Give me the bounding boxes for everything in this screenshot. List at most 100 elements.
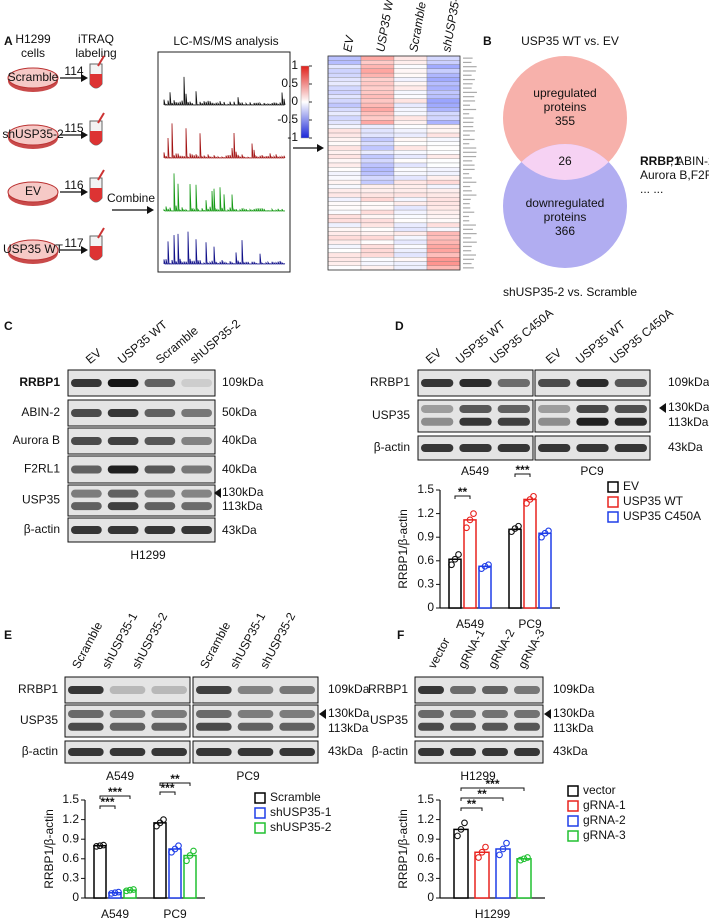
heatmap-cell [426, 77, 461, 82]
heatmap-cell [327, 184, 362, 189]
labeling-label: iTRAQ [78, 32, 114, 46]
heatmap-cell [393, 68, 428, 74]
row-label: RRBP1 [18, 682, 58, 696]
heatmap-cell [393, 252, 428, 258]
heatmap-cell [393, 90, 428, 95]
heatmap-cell [393, 231, 428, 236]
band [514, 748, 540, 756]
band [181, 409, 212, 417]
band [144, 409, 176, 417]
y-tick-label: 0.6 [62, 851, 79, 865]
band [71, 437, 102, 445]
heatmap-cell [426, 132, 461, 138]
heatmap-cell [327, 205, 362, 211]
lane-label: gRNA-3 [515, 626, 548, 671]
legend-swatch [254, 792, 266, 804]
data-point [100, 841, 107, 849]
heatmap-cell [360, 145, 395, 151]
band [279, 722, 315, 731]
hit-highlight: RRBP1 [640, 154, 681, 168]
color-scale-label: 0.5 [281, 76, 298, 90]
heatmap-cell [360, 252, 395, 258]
heatmap-cell [426, 231, 461, 236]
data-point [499, 845, 507, 853]
legend-swatch [567, 815, 579, 827]
heatmap-cell [360, 132, 395, 138]
heatmap-cell [393, 154, 428, 159]
row-label: β-actin [372, 744, 408, 758]
band [482, 748, 508, 756]
data-point [160, 816, 167, 823]
legend-label: vector [583, 783, 616, 797]
heatmap-cell [393, 64, 428, 69]
data-point [485, 561, 492, 569]
heatmap-cell [393, 205, 428, 211]
heatmap-cell [327, 64, 362, 69]
heatmap-cell [360, 261, 395, 266]
band [576, 404, 609, 413]
heatmap-cell [393, 175, 428, 181]
heatmap-cell [426, 244, 461, 249]
heatmap-cell [426, 179, 461, 185]
ms-title: LC-MS/MS analysis [173, 34, 278, 48]
heatmap-cell [393, 128, 428, 134]
heatmap-cell [360, 248, 395, 254]
heatmap-cell [360, 222, 395, 228]
size-label: 40kDa [222, 462, 257, 476]
heatmap-cell [360, 111, 395, 117]
data-point [470, 510, 477, 517]
heatmap-cell [360, 150, 395, 155]
heatmap-cell [360, 214, 395, 219]
heatmap-cell [327, 257, 362, 262]
heatmap-cell [327, 209, 362, 215]
row-label: β-actin [24, 522, 60, 536]
row-label: USP35 [372, 408, 410, 422]
band [68, 748, 104, 756]
tube-liquid [90, 131, 102, 145]
significance-bracket [514, 473, 531, 477]
significance-bracket [454, 495, 471, 499]
band [107, 489, 139, 498]
dish-top [7, 239, 59, 261]
heatmap-cell [327, 137, 362, 142]
band [614, 444, 647, 452]
data-point [481, 562, 489, 570]
data-point [115, 888, 122, 896]
heatmap-cell [393, 179, 428, 185]
cell-line-label: A549 [461, 464, 489, 478]
heatmap-cell [426, 107, 461, 112]
heatmap-cell [393, 132, 428, 138]
heatmap-cell [426, 90, 461, 95]
color-scale-label: -0.5 [277, 112, 298, 126]
band [450, 686, 476, 694]
band [497, 404, 530, 413]
heatmap-cell [426, 257, 461, 262]
band [497, 417, 530, 426]
heatmap-cell [360, 64, 395, 69]
y-tick-label: 0.9 [417, 831, 434, 845]
arrow-head [147, 206, 154, 214]
legend-label: gRNA-1 [583, 798, 626, 812]
heatmap-cell [327, 98, 362, 104]
band [71, 526, 102, 534]
data-point [183, 857, 190, 865]
significance-bracket [159, 782, 191, 786]
y-tick-label: 0 [427, 600, 434, 614]
heatmap-cell [360, 171, 395, 176]
size-label: 130kDa [328, 706, 370, 720]
data-point [461, 819, 468, 827]
data-point [111, 889, 119, 897]
data-point [123, 887, 130, 895]
band [514, 686, 540, 694]
band [151, 748, 187, 756]
legend-swatch [567, 830, 579, 842]
heatmap-cell [426, 94, 461, 99]
data-point [96, 842, 104, 850]
band [107, 465, 139, 474]
band [538, 379, 571, 387]
size-label: 43kDa [328, 744, 363, 758]
band [482, 686, 508, 694]
heatmap-cell [393, 72, 428, 78]
heatmap-cell [426, 261, 461, 266]
significance-bracket [99, 805, 116, 809]
